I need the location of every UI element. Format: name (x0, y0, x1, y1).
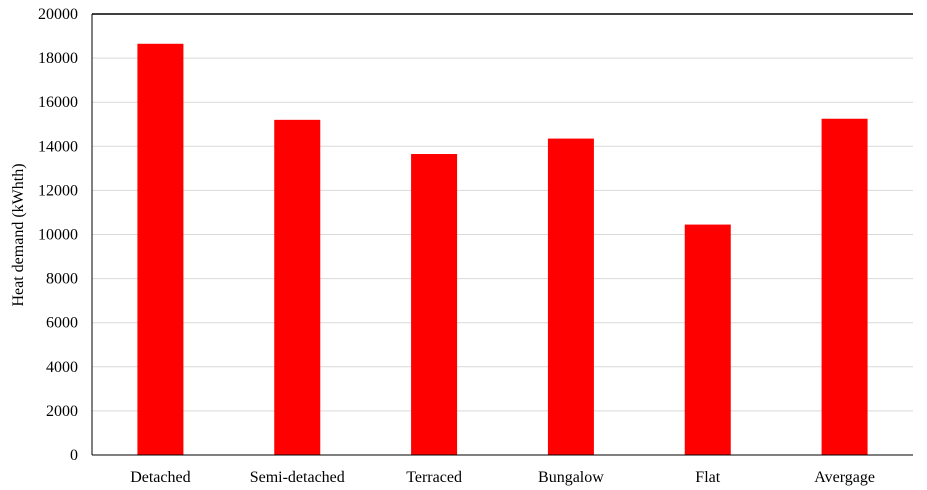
bars (137, 43, 868, 456)
x-tick-label: Flat (695, 469, 720, 486)
y-tick-label: 18000 (38, 50, 78, 67)
x-tick-label: Terraced (406, 469, 462, 486)
x-tick-label: Detached (130, 469, 190, 486)
y-tick-label: 12000 (38, 182, 78, 199)
y-tick-label: 0 (70, 447, 78, 464)
bar-terraced (411, 154, 458, 455)
bar-semi-detached (274, 119, 321, 455)
y-tick-label: 6000 (46, 315, 78, 332)
y-tick-label: 8000 (46, 271, 78, 288)
x-tick-label: Avergage (814, 469, 875, 486)
x-tick-label: Semi-detached (250, 469, 345, 486)
grid-lines (92, 13, 913, 412)
y-tick-label: 16000 (38, 94, 78, 111)
labels: 0 2000 4000 6000 8000 10000 12000 14000 16000 180… (38, 6, 875, 486)
y-tick-label: 14000 (38, 138, 78, 155)
y-axis-title: Heat demand (kWhth) (10, 163, 27, 306)
bar-bungalow (547, 138, 594, 455)
y-tick-label: 2000 (46, 403, 78, 420)
axes (91, 13, 913, 456)
x-tick-label: Bungalow (538, 469, 604, 486)
y-tick-label: 10000 (38, 227, 78, 244)
y-tick-label: 20000 (38, 6, 78, 23)
bar-avergage (821, 118, 868, 456)
bar-detached (137, 43, 184, 456)
bar-flat (684, 224, 731, 455)
y-tick-label: 4000 (46, 359, 78, 376)
